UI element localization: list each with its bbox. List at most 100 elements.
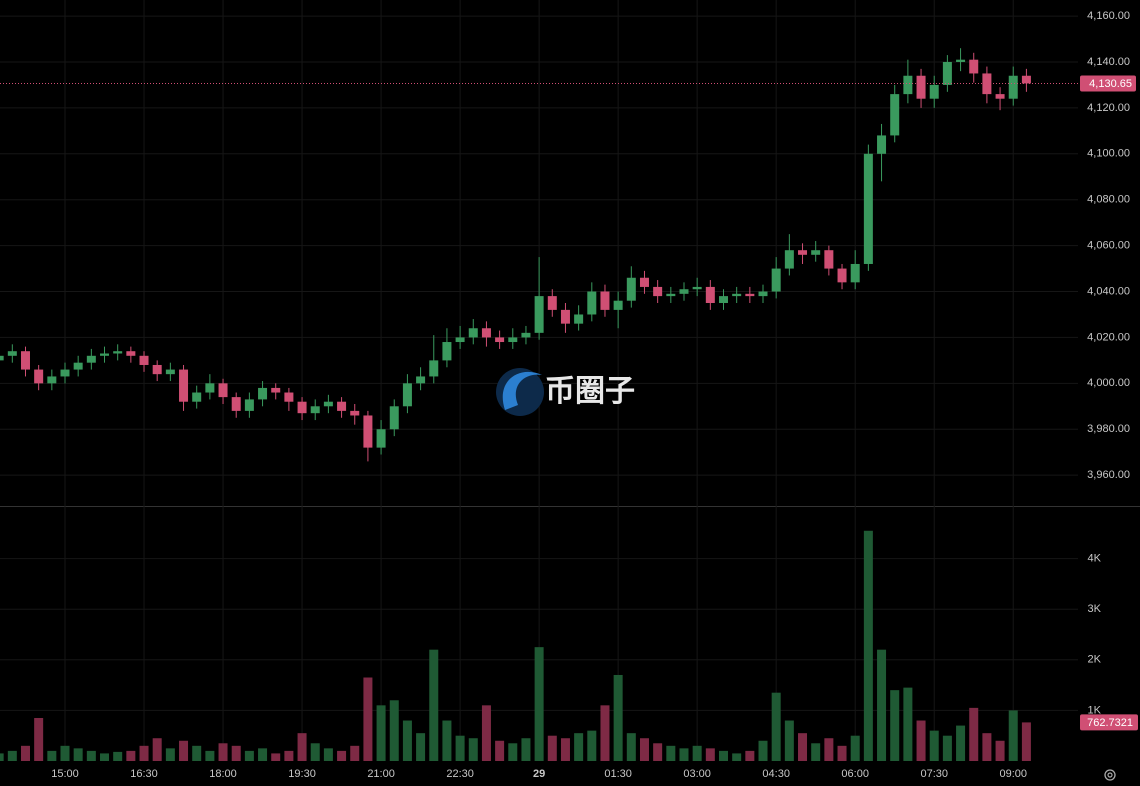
volume-bar: [903, 687, 913, 761]
volume-bar: [877, 649, 887, 761]
candle-body: [679, 289, 689, 294]
x-tick-label: 15:00: [51, 768, 79, 780]
candle-body: [416, 376, 426, 384]
x-tick-label: 04:30: [762, 768, 790, 780]
volume-bar: [468, 738, 478, 761]
settings-ring: [1104, 769, 1116, 781]
candle-body: [626, 277, 636, 301]
candle-body: [126, 351, 136, 356]
last-volume-box: [1080, 714, 1138, 731]
watermark: 币圈子: [545, 375, 635, 408]
candle-body: [613, 300, 623, 310]
volume-bar: [942, 735, 952, 761]
settings-icon[interactable]: [1104, 769, 1116, 781]
volume-bar: [244, 750, 254, 761]
candle-body: [653, 286, 663, 297]
candle-body: [0, 355, 4, 361]
volume-bar: [376, 705, 386, 761]
x-tick-label: 01:30: [604, 768, 632, 780]
volume-bar: [600, 705, 610, 761]
volume-bar: [7, 750, 17, 761]
volume-bar: [1021, 722, 1031, 761]
volume-bar: [310, 743, 320, 761]
volume-bar: [995, 740, 1005, 761]
volume-tick-label: 1K: [1088, 704, 1102, 716]
watermark-logo: [496, 368, 544, 416]
candle-body: [705, 286, 715, 303]
candle-body: [495, 337, 505, 343]
candle-body: [481, 328, 491, 338]
volume-tick-label: 2K: [1088, 654, 1102, 666]
volume-bar: [1008, 710, 1018, 761]
candle-body: [574, 314, 584, 324]
volume-bar: [798, 733, 808, 761]
candle-body: [1021, 75, 1031, 84]
volume-bar: [323, 748, 333, 761]
volume-bar: [60, 745, 70, 761]
candle-body: [86, 355, 96, 363]
volume-bar: [758, 740, 768, 761]
candle-body: [20, 351, 30, 370]
volume-bar: [771, 692, 781, 761]
y-tick-label: 3,980.00: [1087, 423, 1130, 435]
volume-bar: [890, 690, 900, 761]
volume-bar: [705, 748, 715, 761]
candle-body: [521, 332, 531, 338]
candle-body: [771, 268, 781, 292]
candle-body: [139, 355, 149, 365]
x-tick-label: 22:30: [446, 768, 474, 780]
candle-body: [916, 75, 926, 99]
candle-body: [890, 94, 900, 136]
candle-body: [113, 351, 123, 354]
volume-bar: [152, 738, 162, 761]
volume-bar: [745, 750, 755, 761]
x-tick-label: 06:00: [841, 768, 869, 780]
volume-bar: [47, 750, 57, 761]
candle-body: [798, 250, 808, 255]
candle-body: [969, 59, 979, 74]
candle-body: [732, 293, 742, 297]
candle-body: [218, 383, 228, 398]
y-tick-label: 4,000.00: [1087, 377, 1130, 389]
volume-bar: [481, 705, 491, 761]
volume-bar: [297, 733, 307, 761]
candle-body: [903, 75, 913, 95]
volume-bar: [192, 745, 202, 761]
last-price-label: 4,130.65: [1089, 78, 1132, 90]
volume-bar: [284, 750, 294, 761]
volume-bar: [679, 748, 689, 761]
candle-body: [600, 291, 610, 310]
candle-body: [34, 369, 44, 384]
candle-body: [508, 337, 518, 343]
candle-body: [824, 250, 834, 269]
x-tick-label: 16:30: [130, 768, 158, 780]
x-tick-label: 03:00: [683, 768, 711, 780]
candle-body: [100, 353, 110, 356]
volume-bar: [416, 733, 426, 761]
candle-body: [811, 250, 821, 255]
candle-body: [560, 309, 570, 324]
candle-body: [534, 296, 544, 333]
candle-body: [60, 369, 70, 377]
volume-bar: [402, 720, 412, 761]
candle-body: [784, 250, 794, 269]
volume-bar: [205, 750, 215, 761]
candle-body: [745, 293, 755, 297]
volume-bar: [547, 735, 557, 761]
volume-bar: [429, 649, 439, 761]
candle-body: [863, 153, 873, 264]
candle-body: [244, 399, 254, 411]
volume-bar: [521, 738, 531, 761]
settings-core: [1107, 772, 1113, 778]
volume-bar: [824, 738, 834, 761]
volume-bar: [455, 735, 465, 761]
x-tick-label: 18:00: [209, 768, 237, 780]
candle-body: [455, 337, 465, 343]
volume-bar: [139, 745, 149, 761]
volume-bar: [626, 733, 636, 761]
candle-body: [877, 135, 887, 154]
candle-body: [995, 94, 1005, 99]
volume-bar: [811, 743, 821, 761]
y-tick-label: 4,020.00: [1087, 331, 1130, 343]
